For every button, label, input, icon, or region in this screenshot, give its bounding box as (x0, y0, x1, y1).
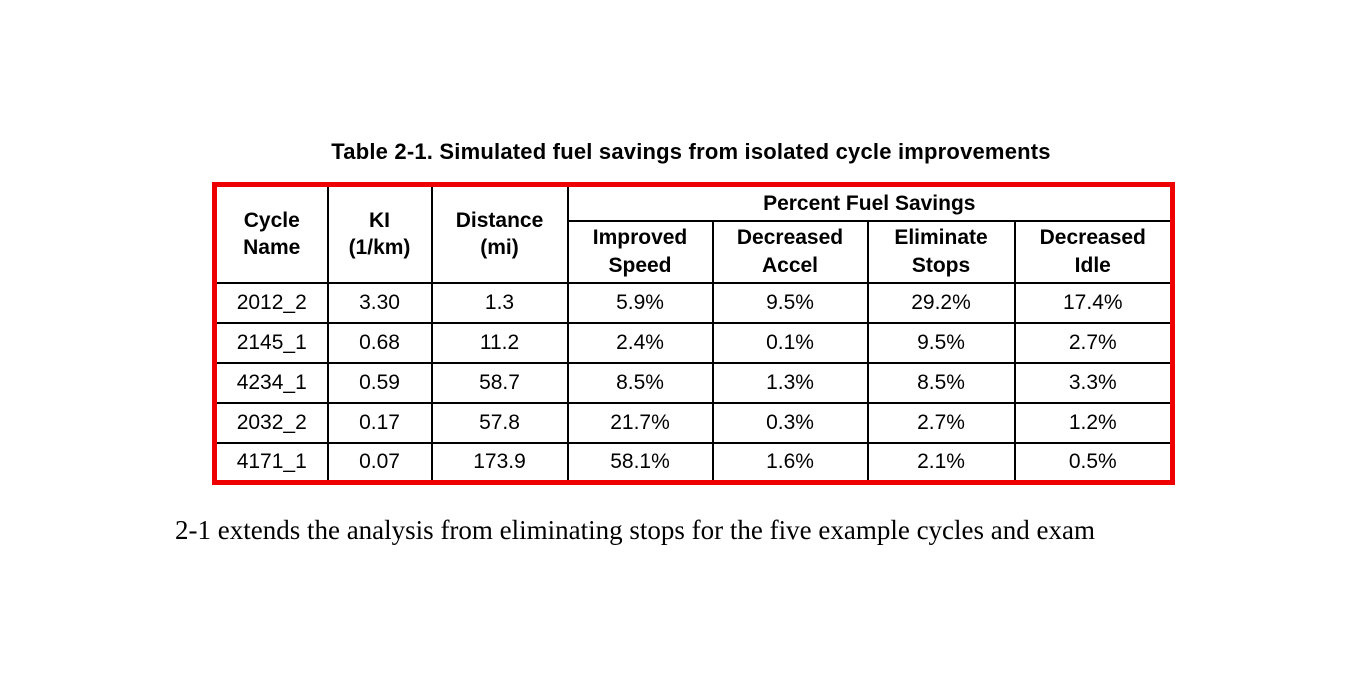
table-row: 4234_1 0.59 58.7 8.5% 1.3% 8.5% 3.3% (213, 361, 1174, 404)
table-cell: 58.1% (566, 441, 714, 484)
col-header-cycle-name: Cycle Name (213, 183, 329, 284)
col-header-decreased-idle: Decreased Idle (1013, 219, 1174, 284)
table-cell: 5.9% (566, 281, 714, 324)
table-cell: 9.5% (711, 281, 869, 324)
col-header-group-percent-fuel-savings: Percent Fuel Savings (566, 183, 1174, 222)
table-cell: 3.3% (1013, 361, 1174, 404)
table-cell: 4234_1 (213, 361, 329, 404)
table-cell: 1.6% (711, 441, 869, 484)
table-cell: 2.1% (866, 441, 1016, 484)
col-header-eliminate-stops: Eliminate Stops (866, 219, 1016, 284)
table-cell: 21.7% (566, 401, 714, 444)
col-header-ki: KI (1/km) (326, 183, 433, 284)
table-cell: 2012_2 (213, 281, 329, 324)
table-row: 2032_2 0.17 57.8 21.7% 0.3% 2.7% 1.2% (213, 401, 1174, 444)
table-cell: 3.30 (326, 281, 433, 324)
table-cell: 2.7% (866, 401, 1016, 444)
table-cell: 11.2 (430, 321, 569, 364)
table-cell: 0.68 (326, 321, 433, 364)
fuel-savings-table: Cycle Name KI (1/km) Distance (mi) Perce… (212, 182, 1176, 485)
table-cell: 2145_1 (213, 321, 329, 364)
table-cell: 29.2% (866, 281, 1016, 324)
col-header-decreased-accel: Decreased Accel (711, 219, 869, 284)
table-cell: 9.5% (866, 321, 1016, 364)
table-cell: 4171_1 (213, 441, 329, 484)
table-cell: 1.3% (711, 361, 869, 404)
table-cell: 17.4% (1013, 281, 1174, 324)
table-cell: 8.5% (866, 361, 1016, 404)
header-row-sub: Improved Speed Decreased Accel Eliminate… (215, 219, 1174, 284)
table-cell: 58.7 (430, 361, 569, 404)
body-text: 2-1 extends the analysis from eliminatin… (175, 515, 1095, 545)
table-cell: 173.9 (430, 441, 569, 484)
table-caption: Table 2-1. Simulated fuel savings from i… (331, 139, 1051, 164)
table-cell: 0.59 (326, 361, 433, 404)
table-cell: 1.3 (430, 281, 569, 324)
col-header-improved-speed: Improved Speed (566, 219, 714, 284)
header-row-group: Cycle Name KI (1/km) Distance (mi) Perce… (213, 183, 1174, 284)
table-cell: 2.4% (566, 321, 714, 364)
table-cell: 57.8 (430, 401, 569, 444)
table-cell: 2.7% (1013, 321, 1174, 364)
table-cell: 2032_2 (213, 401, 329, 444)
table-row: 2012_2 3.30 1.3 5.9% 9.5% 29.2% 17.4% (213, 281, 1174, 324)
table-row: 2145_1 0.68 11.2 2.4% 0.1% 9.5% 2.7% (213, 321, 1174, 364)
table-cell: 0.07 (326, 441, 433, 484)
table-cell: 0.17 (326, 401, 433, 444)
table-cell: 0.3% (711, 401, 869, 444)
table-cell: 0.5% (1013, 441, 1174, 484)
table-cell: 8.5% (566, 361, 714, 404)
table-cell: 0.1% (711, 321, 869, 364)
col-header-distance: Distance (mi) (430, 183, 569, 284)
table-cell: 1.2% (1013, 401, 1174, 444)
table-row: 4171_1 0.07 173.9 58.1% 1.6% 2.1% 0.5% (213, 441, 1174, 484)
